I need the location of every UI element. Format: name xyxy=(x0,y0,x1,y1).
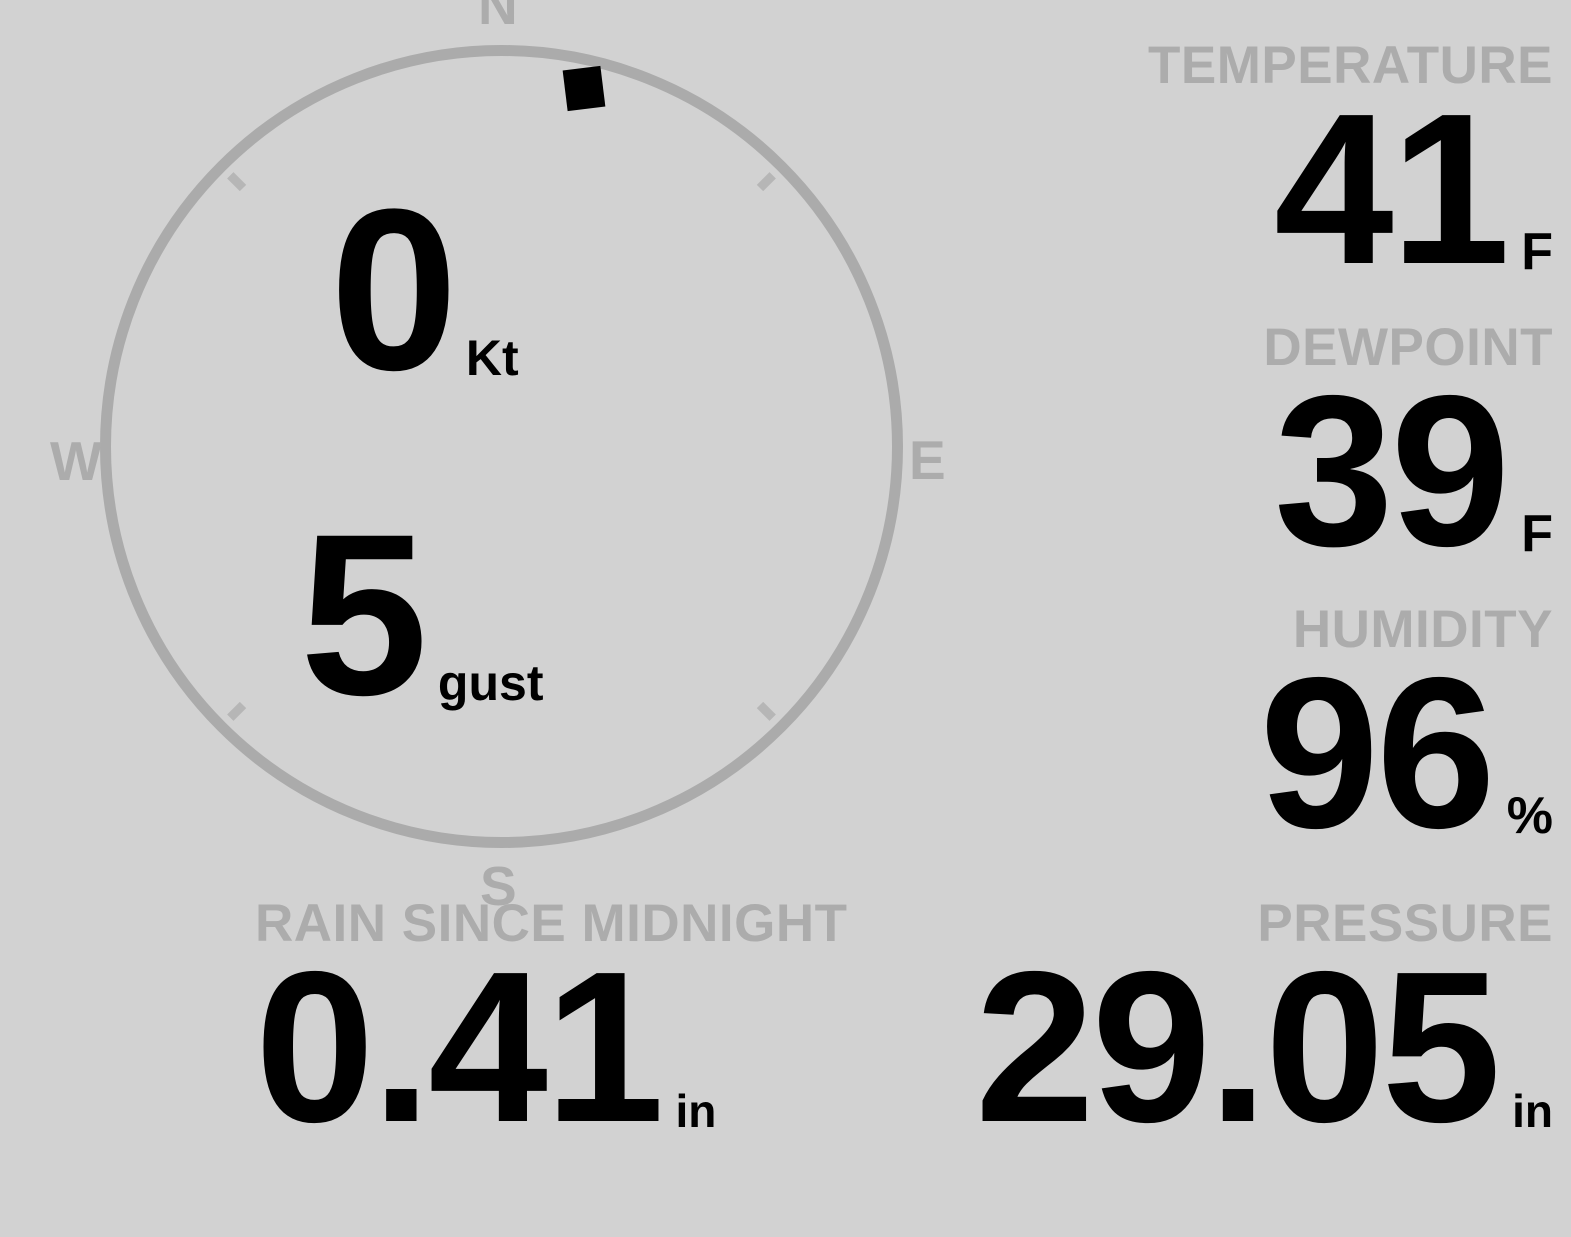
metric-rain-label: RAIN SINCE MIDNIGHT xyxy=(255,894,848,953)
metric-humidity-value: 96 xyxy=(1259,632,1496,873)
metric-humidity: HUMIDITY 96 % xyxy=(1259,600,1553,873)
metric-temperature: TEMPERATURE 41 F xyxy=(1148,36,1553,309)
metric-pressure-row: 29.05 in xyxy=(975,926,1553,1167)
metric-pressure-label: PRESSURE xyxy=(1257,894,1553,953)
metric-pressure-value: 29.05 xyxy=(975,926,1501,1167)
metric-rain-row: 0.41 in xyxy=(255,926,848,1167)
metric-humidity-unit: % xyxy=(1506,787,1553,845)
compass-label-south: S xyxy=(480,855,517,917)
metric-rain-value: 0.41 xyxy=(255,926,664,1167)
wind-direction-marker-icon xyxy=(562,65,606,112)
metric-temperature-value: 41 xyxy=(1274,68,1510,309)
wind-speed-value: 0 xyxy=(330,161,458,418)
metric-dewpoint: DEWPOINT 39 F xyxy=(1263,318,1553,591)
metric-humidity-row: 96 % xyxy=(1259,632,1553,873)
metric-rain-unit: in xyxy=(675,1085,717,1137)
metric-temperature-unit: F xyxy=(1521,223,1553,281)
compass-ring xyxy=(100,45,903,848)
metric-pressure: PRESSURE 29.05 in xyxy=(975,894,1553,1167)
metric-dewpoint-unit: F xyxy=(1521,505,1553,563)
wind-gust-unit: gust xyxy=(437,655,544,711)
metric-temperature-row: 41 F xyxy=(1148,68,1553,309)
metric-humidity-label: HUMIDITY xyxy=(1292,600,1553,659)
metric-dewpoint-value: 39 xyxy=(1274,350,1510,591)
compass-label-north: N xyxy=(478,0,518,36)
wind-gust-readout: 5 gust xyxy=(300,486,544,743)
compass-label-west: W xyxy=(50,430,102,492)
wind-gust-value: 5 xyxy=(300,486,428,743)
metric-rain-since-midnight: RAIN SINCE MIDNIGHT 0.41 in xyxy=(255,894,848,1167)
metric-temperature-label: TEMPERATURE xyxy=(1148,36,1553,95)
wind-speed-unit: Kt xyxy=(465,330,519,386)
compass-label-east: E xyxy=(909,429,946,491)
wind-speed-readout: 0 Kt xyxy=(330,161,519,418)
metric-pressure-unit: in xyxy=(1512,1085,1553,1137)
wind-compass-panel: N E S W 0 Kt 5 gust xyxy=(0,0,1000,920)
metric-dewpoint-label: DEWPOINT xyxy=(1263,318,1553,377)
metric-dewpoint-row: 39 F xyxy=(1263,350,1553,591)
